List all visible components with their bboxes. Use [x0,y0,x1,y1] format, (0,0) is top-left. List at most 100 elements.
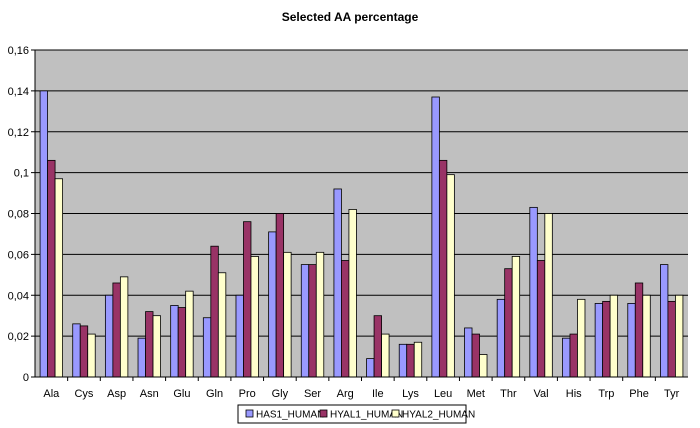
y-tick-label: 0,1 [14,168,29,180]
bar-hyal2-human-gly [283,251,292,378]
x-tick-label: Ile [372,388,384,400]
legend-swatch [319,409,328,418]
x-tick-label: Tyr [664,388,680,400]
bar-has1-human-lys [398,343,408,378]
bar-hyal1-human-tyr [667,300,676,378]
bar-has1-human-gly [268,231,277,378]
bar-hyal1-human-ala [47,159,56,378]
bar-hyal1-human-val [536,260,546,378]
bar-has1-human-cys [72,323,81,378]
y-tick-label: 0,02 [8,331,29,343]
x-tick-label: Val [534,388,549,400]
x-tick-label: Arg [337,388,354,400]
bar-hyal2-human-arg [348,209,357,378]
bar-hyal1-human-his [569,333,578,378]
x-tick-label: Cys [74,388,93,400]
x-tick-label: Met [467,388,485,400]
bar-has1-human-arg [333,188,342,378]
bar-hyal2-human-asp [119,276,129,378]
bar-has1-human-tyr [660,264,669,378]
y-tick-label: 0,06 [8,249,29,261]
legend-swatch [391,409,400,418]
x-tick-label: Thr [500,388,517,400]
bar-hyal2-human-ala [54,178,63,378]
x-tick-label: Ser [304,388,321,400]
bar-has1-human-ile [366,358,375,378]
bar-hyal1-human-phe [634,282,644,378]
bar-hyal2-human-thr [511,256,521,378]
bar-hyal1-human-asn [145,311,154,378]
axis-layer: 0 0,02 0,04 0,06 0,08 0,1 0,12 0,14 0,16 Ala Cys As… [8,45,688,400]
legend-label: HYAL1_HUMAN [330,410,403,421]
x-tick-label: Glu [173,388,190,400]
bar-has1-human-ala [39,90,48,378]
bar-has1-human-val [529,206,538,378]
bar-hyal2-human-met [479,354,488,378]
bar-hyal2-human-ser [315,251,325,378]
y-tick-label: 0,12 [8,127,29,139]
bar-hyal2-human-leu [446,174,455,378]
bar-hyal2-human-trp [609,294,619,378]
bar-hyal1-human-ser [308,264,317,378]
grid-layer [35,49,688,337]
bar-hyal1-human-pro [243,221,252,378]
bar-hyal2-human-phe [642,294,651,378]
bar-has1-human-glu [170,305,179,378]
y-tick-label: 0,16 [8,45,29,57]
bar-hyal1-human-met [471,333,480,378]
bar-has1-human-thr [496,298,506,378]
bar-has1-human-met [464,327,473,378]
bar-has1-human-his [562,337,571,378]
x-tick-label: Gly [272,388,289,400]
bar-hyal1-human-thr [504,268,513,378]
legend-label: HYAL2_HUMAN [402,410,475,421]
x-tick-label: Leu [434,388,452,400]
bar-has1-human-phe [627,303,636,378]
bar-hyal2-human-lys [413,341,423,378]
bar-has1-human-leu [431,96,440,378]
bar-hyal1-human-gly [275,213,285,378]
bar-hyal1-human-ile [373,315,382,378]
bar-hyal2-human-ile [381,333,390,378]
x-tick-label: Phe [629,388,649,400]
bar-has1-human-asp [104,294,114,378]
x-tick-label: His [566,388,582,400]
bar-has1-human-gln [202,317,212,378]
x-tick-label: Ala [43,388,60,400]
bar-hyal1-human-arg [341,260,350,378]
bar-hyal1-human-asp [112,282,121,378]
legend-swatch [245,409,254,418]
bar-hyal1-human-trp [602,300,611,378]
y-tick-label: 0,04 [8,290,29,302]
legend-box [237,404,467,424]
bar-has1-human-ser [300,264,310,378]
x-tick-label: Lys [402,388,419,400]
y-tick-label: 0 [23,372,29,384]
x-tick-label: Pro [239,388,256,400]
x-tick-label: Trp [598,388,614,400]
bar-hyal1-human-cys [79,325,89,378]
bar-hyal1-human-leu [438,159,448,378]
legend-label: HAS1_HUMAN [256,410,324,421]
bar-has1-human-trp [594,303,604,378]
bar-has1-human-asn [137,337,146,378]
chart-title: Selected AA percentage [282,10,419,24]
x-tick-label: Gln [206,388,223,400]
bar-hyal2-human-val [544,213,553,378]
y-tick-label: 0,14 [8,86,29,98]
y-tick-label: 0,08 [8,209,29,221]
bar-hyal2-human-cys [87,333,96,378]
bar-hyal1-human-gln [210,245,219,378]
bar-hyal2-human-glu [185,290,194,378]
bar-has1-human-pro [235,294,244,378]
x-tick-label: Asp [107,388,126,400]
bar-hyal2-human-asn [152,315,161,378]
x-tick-label: Asn [140,388,159,400]
bar-hyal1-human-glu [177,307,187,378]
bar-hyal2-human-pro [250,256,259,378]
bar-hyal2-human-his [577,298,586,378]
bar-hyal2-human-gln [217,272,227,378]
